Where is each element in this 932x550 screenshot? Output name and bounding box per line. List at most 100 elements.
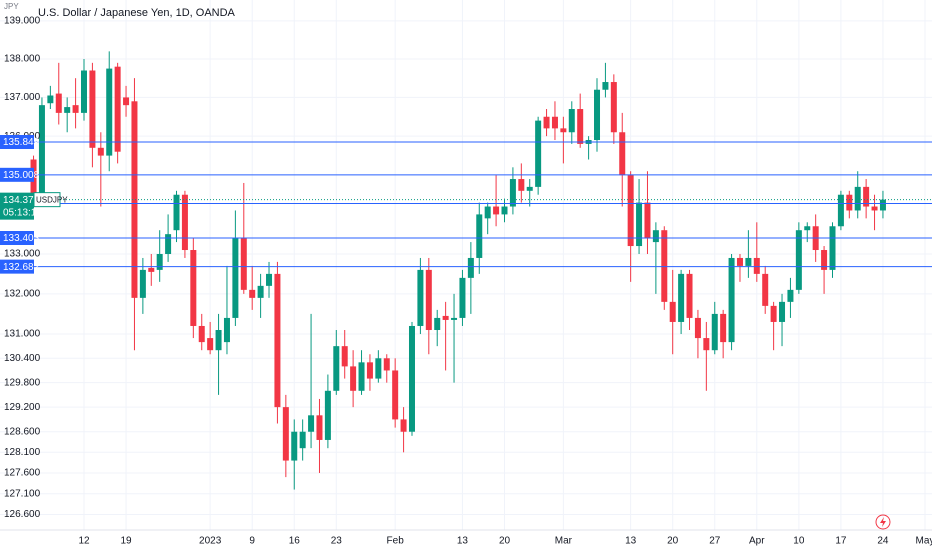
x-tick-label: 20 [499,536,511,547]
candle-body [493,206,500,215]
x-tick-label: 12 [78,536,90,547]
candle-body [728,257,735,343]
x-tick-label: 13 [625,536,637,547]
candle-body [636,202,643,247]
candle-body [627,175,634,247]
x-tick-label: May [916,536,932,547]
candle-body [173,194,180,231]
candle-body [526,186,533,191]
candle-body [551,116,558,129]
candle-body [619,132,626,176]
candle-body [114,66,121,152]
x-tick-label: 2023 [199,536,222,547]
price-label-box [0,135,34,150]
plot-area [30,51,886,490]
candle-body [501,206,508,215]
candle-body [324,390,331,440]
candle-body [711,313,718,351]
candle-body [703,338,710,351]
x-tick-label: Mar [555,536,573,547]
candle-body [509,179,516,207]
candle-body [156,253,163,270]
candle-body [165,234,172,254]
candle-body [366,362,373,379]
candle-body [442,315,449,320]
candle-body [577,109,584,144]
candle-body [686,273,693,318]
y-tick-label: 138.000 [4,54,41,65]
candle-body [350,366,357,391]
candle-body [274,273,281,408]
candle-body [594,89,601,141]
y-tick-label: 128.600 [4,426,41,437]
candle-body [106,68,113,156]
candle-body [38,105,45,195]
y-tick-label: 126.600 [4,509,41,520]
candle-body [787,289,794,302]
y-tick-label: 132.000 [4,288,41,299]
x-tick-label: 27 [709,536,721,547]
y-tick-label: 130.400 [4,353,41,364]
y-tick-label: 127.100 [4,488,41,499]
candle-body [55,93,62,113]
x-tick-label: 20 [667,536,679,547]
candle-body [652,230,659,243]
price-label: 135.008 [3,170,40,181]
candle-body [139,269,146,298]
price-label-box [0,231,34,246]
candle-body [560,128,567,133]
symbol-box [33,192,61,208]
candle-body [425,269,432,331]
candle-body [215,330,222,351]
last-price-label: 134.375 [3,195,40,206]
x-tick-label: 10 [793,536,805,547]
candle-body [223,317,230,343]
candle-body [299,431,306,449]
price-label-box [0,167,34,182]
candle-body [434,317,441,331]
candle-body [854,186,861,211]
candle-body [308,415,315,432]
candle-body [518,179,525,191]
lightning-icon[interactable] [875,514,891,530]
y-tick-label: 139.000 [4,16,41,27]
price-label: 133.403 [3,233,40,244]
candle-body [467,257,474,278]
candle-body [669,301,676,322]
candle-body [341,346,348,367]
candle-body [131,101,138,298]
x-tick-label: 24 [877,536,889,547]
icon-circle [875,514,891,530]
symbol-label: USDJPY [36,195,68,204]
currency-label: JPY [4,2,19,11]
x-tick-label: Feb [387,536,405,547]
candle-body [123,97,130,106]
y-tick-label: 129.800 [4,377,41,388]
overlay: 12 19 2023 9 16 23 Feb 13 20 Mar 13 20 27 Apr 10 17 24 Ma… [0,16,932,547]
y-tick-label: 137.000 [4,92,41,103]
candle-body [400,419,407,432]
candle-body [770,305,777,322]
candle-body [879,199,886,211]
candle-body [451,317,458,320]
candle-body [257,285,264,298]
y-tick-label: 133.000 [4,249,41,260]
candle-body [753,257,760,274]
candle-body [266,273,273,286]
candle-body [871,206,878,211]
candle-body [198,325,205,343]
x-tick-label: 19 [120,536,132,547]
candle-body [535,120,542,187]
candle-body [333,346,340,391]
x-tick-label: 9 [249,536,255,547]
candle-body [358,362,365,391]
candle-body [375,358,382,379]
y-tick-label: 131.000 [4,329,41,340]
candle-body [602,82,609,90]
price-label-box [0,259,34,274]
candle-body [779,301,786,322]
candle-body [644,202,651,239]
y-tick-label: 127.600 [4,468,41,479]
